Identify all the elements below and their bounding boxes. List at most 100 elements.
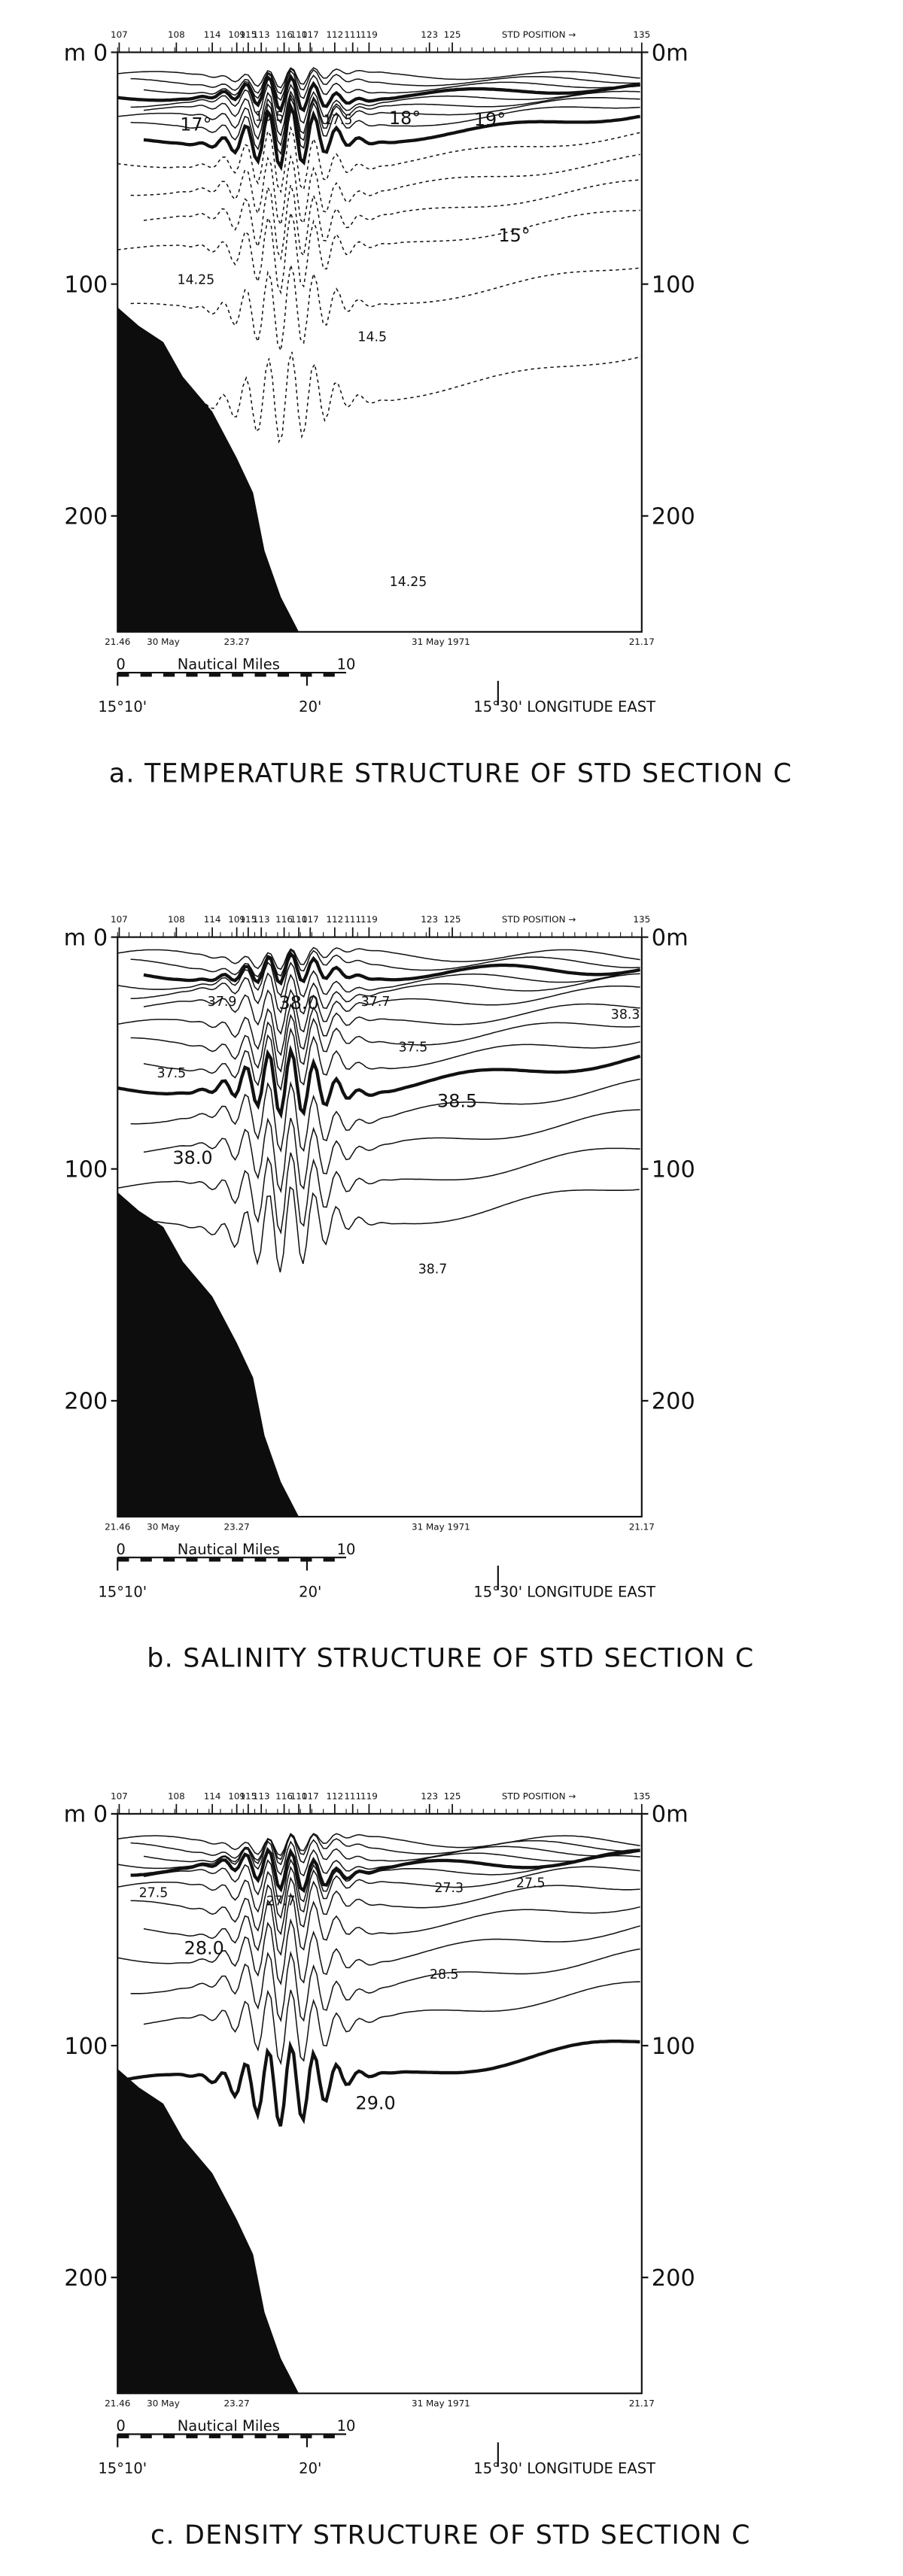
scale-label: Nautical Miles xyxy=(178,2417,280,2435)
contour-line xyxy=(149,1186,640,1273)
contour-line xyxy=(143,1981,640,2066)
panel-title: c. DENSITY STRUCTURE OF STD SECTION C xyxy=(150,2520,751,2550)
scale-segment xyxy=(186,2434,198,2438)
station-label: 110 xyxy=(290,29,308,40)
station-label: 107 xyxy=(111,914,128,925)
seabed xyxy=(117,307,299,632)
longitude-label: 15°10' xyxy=(98,698,147,715)
right-depth: 200 xyxy=(652,1389,695,1415)
scale-segment xyxy=(323,673,335,677)
date-label: 31 May 1971 xyxy=(412,1521,470,1532)
station-label: 115 xyxy=(239,29,257,40)
contour-label: 38.5 xyxy=(437,1090,477,1111)
contour-label: 37.5 xyxy=(399,1040,428,1056)
scale-segment xyxy=(323,1557,335,1562)
scale-label: Nautical Miles xyxy=(178,1541,280,1558)
scale-label: Nautical Miles xyxy=(178,656,280,673)
scale-label: 0 xyxy=(116,1541,125,1558)
station-label: 123 xyxy=(421,914,438,925)
right-depth: 0m xyxy=(652,1802,689,1828)
contour-line xyxy=(130,972,640,1015)
contour-line xyxy=(130,949,640,978)
scale-segment xyxy=(117,1557,129,1562)
scale-segment xyxy=(208,1557,220,1562)
date-label: 23.27 xyxy=(224,1521,250,1532)
station-label: 113 xyxy=(253,914,270,925)
contour-line xyxy=(117,1003,640,1056)
scale-segment xyxy=(277,673,290,677)
right-depth: 100 xyxy=(652,2034,695,2060)
station-label: 112 xyxy=(326,914,343,925)
left-depth: 200 xyxy=(64,1389,108,1415)
station-label: 135 xyxy=(633,29,650,40)
contour-label: 27.5 xyxy=(139,1886,169,1901)
contour-label: 28.0 xyxy=(184,1938,224,1959)
contour-line xyxy=(117,1147,640,1235)
station-label: 109 xyxy=(228,1791,245,1801)
station-label: 125 xyxy=(444,914,461,925)
station-label: 112 xyxy=(326,29,343,40)
contour-label: 27.5 xyxy=(516,1876,546,1891)
scale-segment xyxy=(323,2434,335,2438)
contour-line xyxy=(143,985,640,1035)
scale-label: 10 xyxy=(337,656,356,673)
contour-line xyxy=(130,68,640,95)
station-label: 111 xyxy=(344,1791,361,1801)
station-label: 108 xyxy=(168,1791,185,1801)
station-label: 119 xyxy=(360,914,378,925)
contour-line xyxy=(117,1918,640,1986)
contour-label: 27.3 xyxy=(434,1881,464,1896)
station-label: 108 xyxy=(168,29,185,40)
right-depth: 200 xyxy=(652,504,695,530)
std-position: STD POSITION → xyxy=(502,914,576,925)
scale-label: 10 xyxy=(337,2417,356,2435)
scale-segment xyxy=(140,1557,152,1562)
station-label: 113 xyxy=(253,1791,270,1801)
scale-segment xyxy=(232,673,244,677)
station-label: 107 xyxy=(111,1791,128,1801)
station-label: 119 xyxy=(360,29,378,40)
date-label: 21.46 xyxy=(105,636,130,647)
station-label: 116 xyxy=(275,1791,293,1801)
station-label: 116 xyxy=(275,914,293,925)
station-label: 114 xyxy=(204,1791,221,1801)
scale-segment xyxy=(254,673,266,677)
contour-line xyxy=(130,1948,640,2023)
contour-line xyxy=(117,93,640,147)
contour-line xyxy=(130,1876,640,1936)
scale-segment xyxy=(232,1557,244,1562)
contour-line xyxy=(117,67,640,89)
left-depth: 200 xyxy=(64,504,108,530)
station-label: 116 xyxy=(275,29,293,40)
station-label: 123 xyxy=(421,1791,438,1801)
scale-segment xyxy=(254,1557,266,1562)
longitude-label: 20' xyxy=(299,2460,321,2477)
contour-line xyxy=(123,2040,640,2127)
right-depth: 0m xyxy=(652,40,689,66)
contour-line xyxy=(117,126,640,194)
station-label: 111 xyxy=(344,914,361,925)
scale-label: 0 xyxy=(116,656,125,673)
date-label: 23.27 xyxy=(224,636,250,647)
date-label: 21.17 xyxy=(629,1521,655,1532)
contour-label: 15° xyxy=(498,225,530,246)
scale-segment xyxy=(232,2434,244,2438)
contour-label: 18.5 xyxy=(255,110,284,125)
contour-line xyxy=(130,1833,640,1861)
station-label: 111 xyxy=(344,29,361,40)
contour-label: 27.7 xyxy=(266,1894,296,1909)
contour-label: 17.5 xyxy=(324,113,353,128)
scale-segment xyxy=(117,2434,129,2438)
contour-line xyxy=(143,1892,640,1956)
contour-line xyxy=(143,90,640,137)
contour-label: 38.3 xyxy=(611,1007,640,1022)
scale-label: 10 xyxy=(337,1541,356,1558)
date-label: 30 May xyxy=(147,2398,180,2409)
std-position: STD POSITION → xyxy=(502,29,576,40)
contour-line xyxy=(143,69,640,102)
date-label: 23.27 xyxy=(224,2398,250,2409)
station-label: 115 xyxy=(239,914,257,925)
contour-line xyxy=(130,265,640,353)
contour-label: 38.7 xyxy=(418,1262,448,1277)
